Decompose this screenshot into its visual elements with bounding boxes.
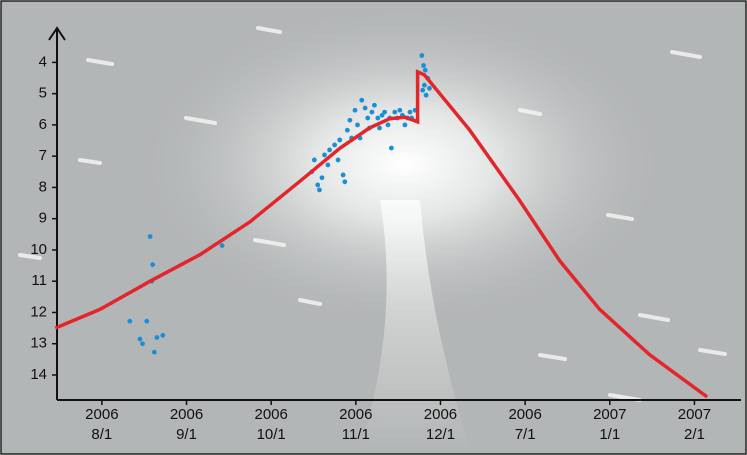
data-point [315,182,321,188]
data-point [144,318,150,324]
x-tick-label: 2006 8/1 [85,406,119,443]
x-tick-label: 2006 12/1 [423,406,458,443]
y-tick-label: 4 [39,53,47,70]
data-point [422,67,428,73]
y-tick-label: 8 [39,178,47,195]
data-point [219,243,225,248]
y-tick-label: 6 [39,116,47,133]
y-tick-label: 14 [30,366,47,383]
data-point [332,142,338,148]
data-point [327,147,332,153]
x-tick-label: 2006 7/1 [508,406,542,443]
data-point [382,109,388,115]
x-tick-label: 2006 11/1 [339,406,373,443]
data-point [335,157,341,163]
data-point [427,85,432,91]
data-point [150,262,156,268]
data-point [419,53,425,58]
data-point [423,92,429,98]
star-streaks [18,26,727,402]
data-point [375,115,381,121]
data-point [147,234,153,239]
data-point [402,122,408,128]
data-point [377,125,382,131]
data-point [325,162,331,168]
data-point [319,175,325,181]
data-point [392,109,398,115]
data-point [407,109,413,115]
data-point [337,137,343,143]
y-tick-label: 5 [39,85,47,102]
data-point [359,97,365,103]
y-tick-label: 9 [39,210,47,227]
data-point [137,336,143,342]
data-point [421,82,427,88]
x-tick-label: 2007 1/1 [593,406,627,443]
data-point [151,349,157,355]
data-point [388,145,394,151]
data-point [140,341,145,347]
x-tick-label: 2006 10/1 [254,406,288,443]
y-tick-label: 7 [39,147,47,164]
data-point [340,172,346,178]
data-point [362,105,368,111]
comet-tail [360,200,470,450]
data-point [317,187,322,193]
data-point [397,107,403,113]
y-tick-label: 12 [30,303,47,320]
fit-curve [54,69,709,399]
y-axis-arrow [48,26,66,41]
data-point [311,157,317,163]
x-tick-label: 2006 9/1 [169,406,204,443]
data-point [372,102,377,108]
data-point [347,117,353,123]
y-tick-label: 11 [31,272,47,289]
data-point [355,122,360,128]
data-point [127,318,133,324]
data-point [344,127,350,133]
data-point [160,332,166,338]
x-tick-label: 2007 2/1 [677,406,712,443]
data-point [420,87,426,93]
data-point [322,152,327,158]
data-point [365,115,371,121]
data-point [154,335,160,340]
y-tick-label: 10 [30,241,47,258]
data-point [369,109,375,115]
y-tick-label: 13 [30,335,47,352]
data-point [352,107,358,113]
data-point [342,179,348,185]
data-point [421,63,426,68]
data-point [385,122,391,128]
